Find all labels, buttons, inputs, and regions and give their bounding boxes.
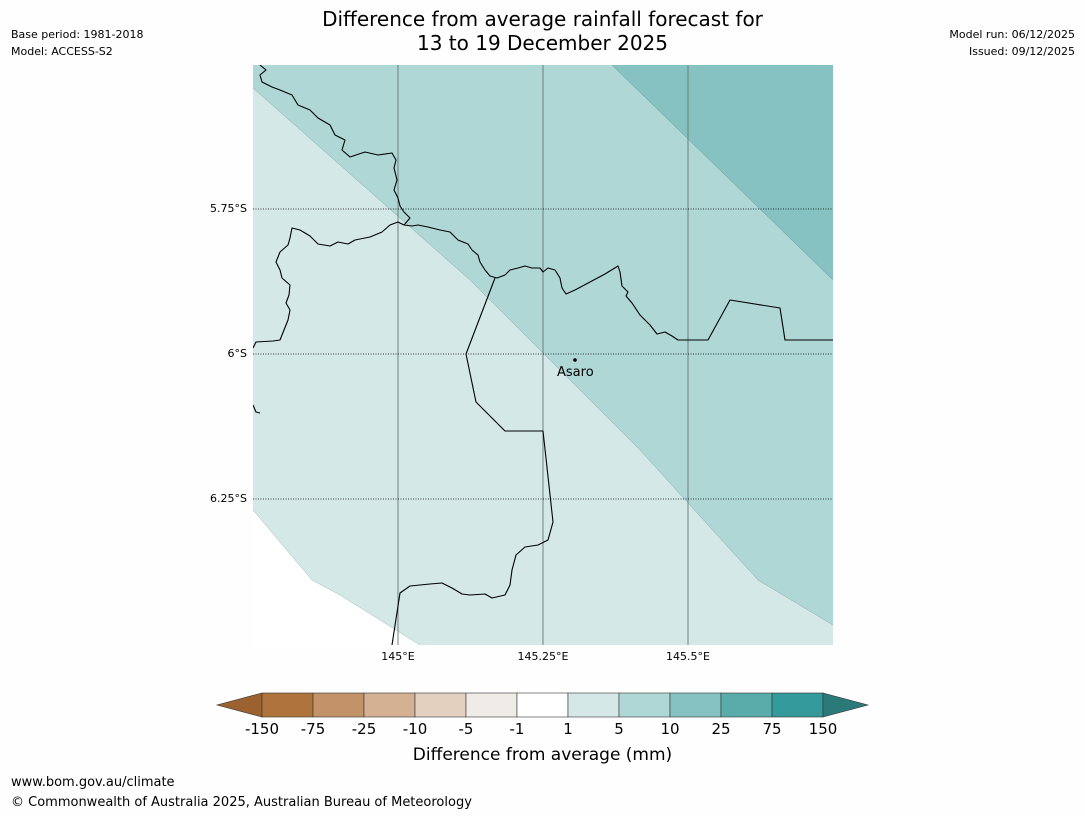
colorbar-tick-label: -25 [351,720,377,738]
title-line-1: Difference from average rainfall forecas… [322,7,763,31]
base-period-text: Base period: 1981-2018 [11,28,144,41]
header-meta-right: Model run: 06/12/2025 Issued: 09/12/2025 [949,26,1075,60]
colorbar-tick-label: -1 [509,720,525,738]
model-run-text: Model run: 06/12/2025 [949,28,1075,41]
issued-text: Issued: 09/12/2025 [968,45,1075,58]
page-title: Difference from average rainfall forecas… [0,7,1085,55]
lat-label-6-25s: 6.25°S [210,492,247,505]
colorbar-tick-label: -10 [402,720,428,738]
colorbar-tick-label: 5 [614,720,624,738]
footer-copyright: © Commonwealth of Australia 2025, Austra… [11,795,472,810]
colorbar-title: Difference from average (mm) [412,745,673,765]
header-meta-left: Base period: 1981-2018 Model: ACCESS-S2 [11,26,143,60]
lon-label-145-25e: 145.25°E [517,650,569,663]
lat-label-6s: 6°S [227,347,247,360]
colorbar-tick-label: -150 [244,720,280,738]
title-line-2: 13 to 19 December 2025 [416,31,668,55]
asaro-label: Asaro [557,365,594,380]
parallels [253,208,833,500]
colorbar-tick-label: 1 [563,720,573,738]
colorbar-tick-label: -5 [458,720,474,738]
meridians [397,65,689,645]
model-text: Model: ACCESS-S2 [11,45,113,58]
colorbar-tick-label: -75 [300,720,326,738]
colorbar-tick-label: 25 [711,720,731,738]
lat-label-5-75s: 5.75°S [210,202,247,215]
lon-label-145e: 145°E [381,650,415,663]
colorbar-tick-label: 150 [808,720,838,738]
colorbar-tick-label: 75 [762,720,782,738]
lon-label-145-5e: 145.5°E [666,650,710,663]
province-boundaries [253,65,833,645]
colorbar-tick-label: 10 [660,720,680,738]
footer-url[interactable]: www.bom.gov.au/climate [11,775,175,790]
asaro-marker [573,358,577,362]
